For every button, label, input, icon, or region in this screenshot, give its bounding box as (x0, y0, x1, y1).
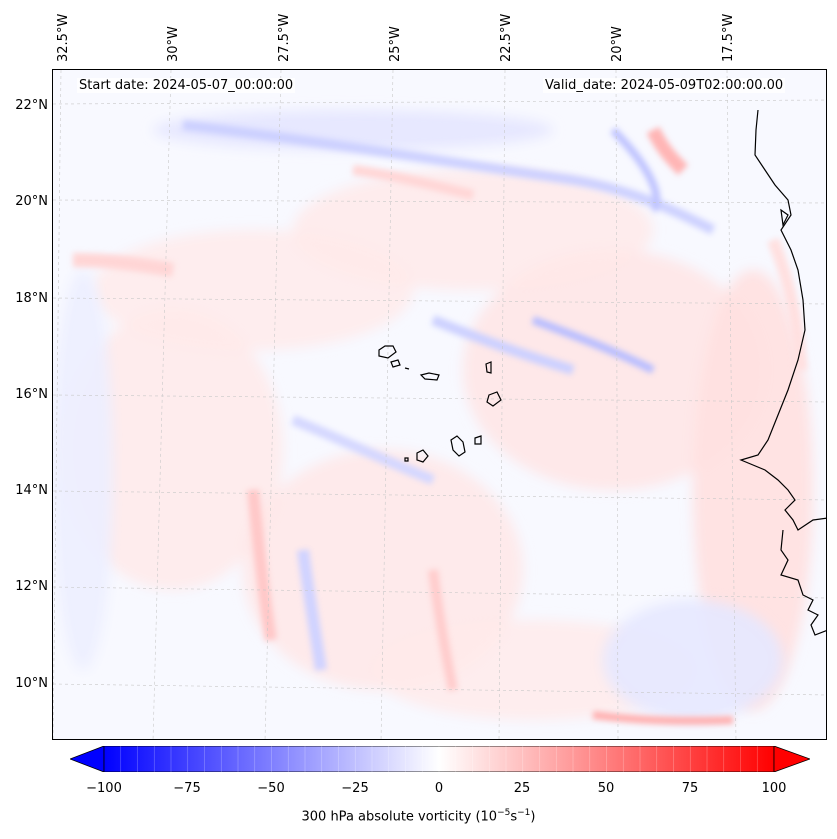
lon-label-22.5W: 22.5°W (499, 13, 514, 62)
colorbar-min-extend (68, 745, 105, 773)
vorticity-field (53, 70, 826, 739)
lat-label-10N: 10°N (15, 676, 48, 691)
lon-label-17.5W: 17.5°W (721, 13, 736, 62)
colorbar-tick-0: 0 (434, 781, 444, 796)
colorbar-tick-75: 75 (681, 781, 699, 796)
lon-label-27.5W: 27.5°W (277, 13, 292, 62)
lon-label-30W: 30°W (166, 26, 181, 62)
coastline (739, 109, 826, 636)
colorbar-gradient (68, 745, 812, 773)
neg-vorticity-broad (53, 110, 783, 720)
colorbar-max-extend (773, 745, 812, 773)
colorbar-tick-50: 50 (597, 781, 615, 796)
colorbar-tick--75: −75 (173, 781, 201, 796)
colorbar-tick--100: −100 (86, 781, 122, 796)
colorbar-tick-25: 25 (513, 781, 531, 796)
gridlines (53, 70, 826, 739)
lon-label-20W: 20°W (610, 26, 625, 62)
colorbar-tick--50: −50 (257, 781, 285, 796)
valid-date-label: Valid_date: 2024-05-09T02:00:00.00 (543, 78, 786, 93)
lat-label-20N: 20°N (15, 194, 48, 209)
lat-label-12N: 12°N (15, 579, 48, 594)
cape-verde-islands (378, 345, 502, 463)
lon-label-25W: 25°W (388, 26, 403, 62)
colorbar (68, 745, 812, 773)
colorbar-tick-100: 100 (761, 781, 787, 796)
lat-label-16N: 16°N (15, 387, 48, 402)
colorbar-tick--25: −25 (341, 781, 369, 796)
start-date-label: Start date: 2024-05-07_00:00:00 (77, 78, 296, 93)
vorticity-streaks (72, 120, 807, 725)
lat-label-14N: 14°N (15, 483, 48, 498)
colorbar-label: 300 hPa absolute vorticity (10−5s−1) (301, 808, 536, 825)
map-panel (52, 69, 827, 740)
lon-label-32.5W: 32.5°W (56, 13, 71, 62)
lat-label-18N: 18°N (15, 291, 48, 306)
lat-label-22N: 22°N (15, 98, 48, 113)
